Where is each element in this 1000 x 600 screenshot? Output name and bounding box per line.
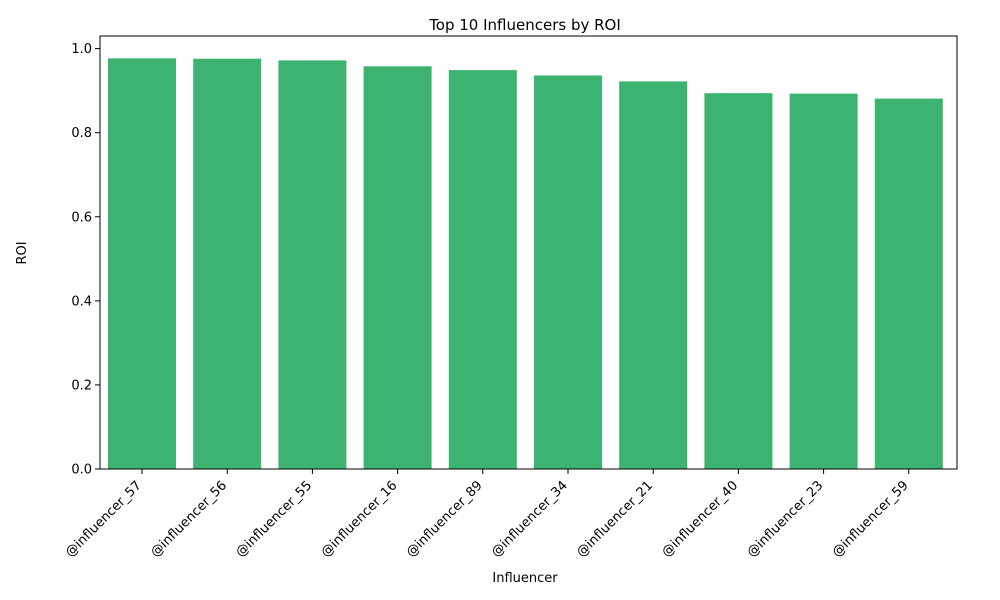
bar-influencer_23 — [789, 93, 858, 469]
x-tick-label: @influencer_21 — [574, 478, 656, 560]
bar-influencer_16 — [363, 66, 432, 470]
bar-influencer_59 — [874, 98, 943, 469]
x-tick-label: @influencer_59 — [830, 478, 912, 560]
x-tick-label: @influencer_89 — [404, 478, 486, 560]
y-tick-label: 0.6 — [71, 210, 92, 225]
bar-influencer_89 — [448, 70, 517, 469]
chart-title: Top 10 Influencers by ROI — [428, 16, 621, 34]
y-tick-label: 0.8 — [71, 126, 92, 141]
x-tick-label: @influencer_40 — [659, 478, 741, 560]
y-tick-label: 0.2 — [71, 378, 92, 393]
bar-influencer_57 — [108, 58, 176, 470]
x-tick-label: @influencer_23 — [744, 478, 826, 560]
y-tick-label: 1.0 — [71, 42, 92, 57]
bar-influencer_56 — [193, 58, 262, 469]
bar-influencer_21 — [619, 81, 688, 470]
x-tick-label: @influencer_34 — [489, 478, 571, 560]
bar-influencer_40 — [704, 93, 773, 469]
bar-influencer_34 — [534, 75, 602, 469]
bars-group — [108, 58, 943, 470]
x-tick-label: @influencer_55 — [233, 478, 315, 560]
y-tick-label: 0.4 — [71, 294, 92, 309]
x-axis-label: Influencer — [492, 571, 558, 586]
x-tick-label: @influencer_56 — [148, 478, 230, 560]
bar-influencer_55 — [278, 60, 347, 470]
y-axis: 0.0 0.2 0.4 0.6 0.8 1.0 — [71, 42, 100, 478]
y-axis-label: ROI — [15, 241, 30, 264]
x-axis: @influencer_57 @influencer_56 @influencer_… — [63, 469, 912, 560]
x-tick-label: @influencer_57 — [63, 478, 145, 560]
x-tick-label: @influencer_16 — [318, 478, 400, 560]
y-tick-label: 0.0 — [71, 463, 92, 478]
plot-area-frame — [99, 35, 958, 470]
